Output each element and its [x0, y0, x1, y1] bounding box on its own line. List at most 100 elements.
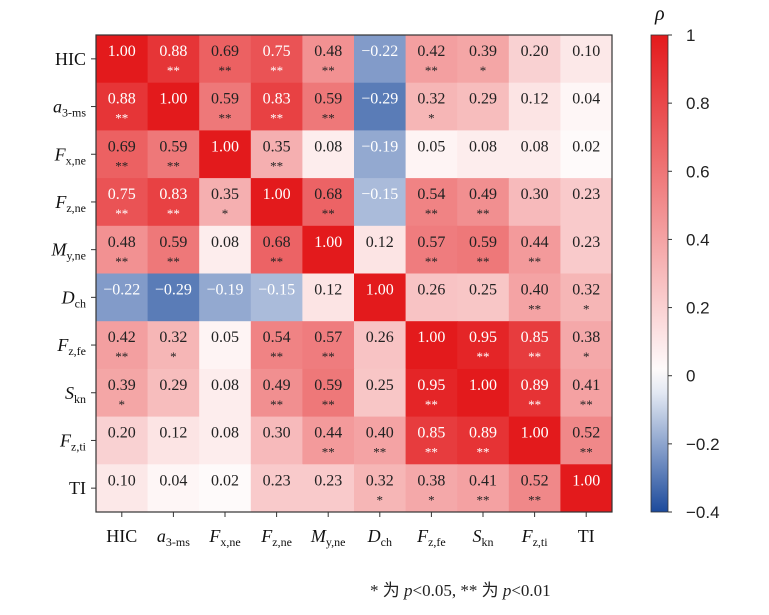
significance-mark: ** [477, 254, 490, 269]
y-tick-label: Dch [61, 287, 86, 310]
heatmap-cell [508, 273, 561, 322]
cell-value: 0.02 [211, 472, 239, 489]
heatmap-cell [560, 273, 613, 322]
colorbar-tick-label: 0.8 [686, 94, 710, 113]
heatmap-cell [457, 225, 510, 274]
heatmap-cell [508, 416, 561, 465]
heatmap-cell [302, 225, 355, 274]
cell-value: 0.68 [314, 186, 342, 203]
footnote: * 为 p<0.05, ** 为 p<0.01 [370, 576, 551, 601]
significance-mark: * [377, 492, 384, 507]
cell-value: 1.00 [521, 425, 549, 442]
heatmap-cell [147, 273, 200, 322]
significance-mark: ** [270, 158, 283, 173]
cell-value: 0.40 [521, 282, 549, 299]
heatmap-cell [354, 178, 407, 227]
cell-value: −0.29 [155, 282, 192, 299]
heatmap-cell [96, 368, 149, 418]
cell-value: 0.48 [314, 43, 342, 60]
heatmap-cell [302, 416, 355, 465]
heatmap-cell [199, 273, 252, 322]
heatmap-cell [199, 368, 252, 418]
x-tick-label: Fz,fe [416, 526, 446, 549]
significance-mark: ** [115, 158, 128, 173]
heatmap-cell [250, 130, 303, 179]
cell-value: 0.57 [314, 329, 342, 346]
cell-value: 0.52 [521, 472, 549, 489]
cell-value: 0.48 [108, 234, 136, 251]
heatmap-cell [96, 225, 149, 274]
cell-value: 0.23 [572, 186, 600, 203]
heatmap-cell [508, 178, 561, 227]
cell-value: 0.49 [469, 186, 497, 203]
significance-mark: * [583, 349, 590, 364]
cell-value: 0.85 [521, 329, 549, 346]
significance-mark: * [222, 206, 229, 221]
heatmap-cell [457, 321, 510, 370]
cell-value: 0.08 [521, 138, 549, 155]
cell-value: 0.08 [211, 234, 239, 251]
y-tick-label: Fz,ti [59, 430, 87, 453]
significance-mark: ** [425, 445, 438, 460]
heatmap-cell [560, 225, 613, 274]
footnote-p: p [502, 581, 512, 600]
y-tick-label: Fz,ne [54, 192, 86, 215]
heatmap-cell [199, 464, 252, 513]
heatmap-cell [508, 225, 561, 274]
cell-value: 0.89 [469, 425, 497, 442]
heatmap-cell [302, 82, 355, 131]
y-tick-label: Skn [65, 383, 86, 406]
cell-value: 0.32 [366, 472, 394, 489]
cell-value: −0.15 [258, 282, 295, 299]
cell-value: 0.23 [314, 472, 342, 489]
heatmap-cell [250, 35, 303, 84]
significance-mark: ** [477, 206, 490, 221]
x-tick-label: Dch [367, 526, 392, 549]
cell-value: 0.35 [263, 138, 291, 155]
heatmap-cell [199, 130, 252, 179]
x-tick-label: My,ne [310, 526, 346, 549]
significance-mark: * [428, 492, 435, 507]
cell-value: 0.38 [417, 472, 445, 489]
heatmap-cell [96, 82, 149, 131]
heatmap-cell [354, 368, 407, 418]
heatmap-cell [405, 178, 458, 227]
heatmap-cell [96, 416, 149, 465]
significance-mark: ** [167, 254, 180, 269]
cell-value: 0.04 [159, 472, 187, 489]
cell-value: 0.83 [263, 91, 291, 108]
heatmap-cell [354, 82, 407, 131]
colorbar-title: ρ [654, 3, 665, 25]
cell-value: −0.19 [206, 282, 243, 299]
cell-value: 0.12 [521, 91, 549, 108]
significance-mark: ** [322, 397, 335, 412]
y-tick-label: a3-ms [53, 97, 86, 120]
cell-value: −0.22 [103, 282, 140, 299]
heatmap-cell [250, 225, 303, 274]
heatmap-cell [457, 416, 510, 465]
cell-value: 0.83 [159, 186, 187, 203]
cell-value: 0.89 [521, 377, 549, 394]
cell-value: 1.00 [211, 138, 239, 155]
heatmap-cell [457, 273, 510, 322]
colorbar-tick-label: 0.6 [686, 162, 710, 181]
significance-mark: ** [219, 111, 232, 126]
heatmap-cell [302, 368, 355, 418]
significance-mark: * [119, 397, 126, 412]
x-tick-label: a3-ms [157, 526, 190, 549]
footnote-p: p [404, 581, 413, 600]
cell-value: 0.26 [417, 282, 445, 299]
heatmap-cell [405, 273, 458, 322]
cell-value: 0.35 [211, 186, 239, 203]
heatmap-cell [354, 416, 407, 465]
colorbar-tick-label: −0.4 [686, 503, 720, 522]
heatmap-cell [250, 321, 303, 370]
significance-mark: ** [477, 349, 490, 364]
heatmap-cell [96, 273, 149, 322]
cell-value: 0.32 [159, 329, 187, 346]
cell-value: 0.29 [469, 91, 497, 108]
significance-mark: ** [528, 254, 541, 269]
cell-value: 0.39 [469, 43, 497, 60]
significance-mark: ** [167, 158, 180, 173]
heatmap-cell [250, 464, 303, 513]
